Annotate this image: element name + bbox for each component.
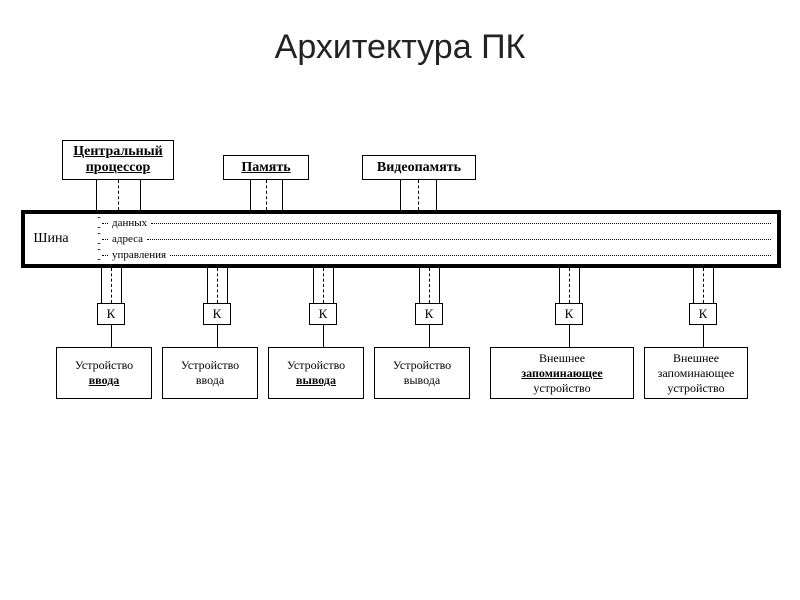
connector-bus-k-0-1 [111, 268, 112, 303]
controller-2: К [309, 303, 337, 325]
device-dev-ext-1-emph: запоминающее [521, 366, 602, 381]
top-block-vram: Видеопамять [362, 155, 476, 180]
connector-k-dev-5 [703, 325, 704, 347]
device-dev-ext-1-line3: устройство [521, 381, 602, 396]
bus-line-2-label: управления [108, 249, 170, 261]
bus-line-0-dots [151, 223, 771, 224]
controller-3: К [415, 303, 443, 325]
connector-bus-k-2-0 [313, 268, 314, 303]
bus-line-1-dots [147, 239, 771, 240]
device-dev-in-2-line1: Устройство [181, 358, 239, 373]
connector-bus-k-3-0 [419, 268, 420, 303]
connector-bus-k-0-2 [121, 268, 122, 303]
connector-bus-k-5-0 [693, 268, 694, 303]
device-dev-in-2-line3: ввода [181, 373, 239, 388]
device-dev-ext-1: Внешнеезапоминающееустройство [490, 347, 634, 399]
connector-top-vram-1 [418, 180, 419, 210]
device-dev-out-1-line1: Устройство [287, 358, 345, 373]
controller-5: К [689, 303, 717, 325]
bus-line-0-label: данных [108, 217, 151, 229]
connector-bus-k-1-2 [227, 268, 228, 303]
connector-top-memory-0 [250, 180, 251, 210]
connector-top-cpu-2 [140, 180, 141, 210]
top-block-memory: Память [223, 155, 309, 180]
connector-bus-k-4-0 [559, 268, 560, 303]
top-block-cpu: Центральныйпроцессор [62, 140, 174, 180]
connector-k-dev-2 [323, 325, 324, 347]
connector-top-cpu-1 [118, 180, 119, 210]
connector-top-memory-2 [282, 180, 283, 210]
top-block-cpu-line1: Центральный [73, 144, 162, 160]
connector-top-cpu-0 [96, 180, 97, 210]
top-block-vram-line1: Видеопамять [377, 160, 461, 176]
connector-bus-k-2-1 [323, 268, 324, 303]
connector-bus-k-5-1 [703, 268, 704, 303]
bus-label: Шина [28, 210, 74, 268]
connector-bus-k-1-0 [207, 268, 208, 303]
connector-bus-k-5-2 [713, 268, 714, 303]
device-dev-out-1-emph: вывода [287, 373, 345, 388]
device-dev-ext-2: Внешнеезапоминающее устройство [644, 347, 748, 399]
device-dev-ext-2-line1: Внешнее [648, 351, 744, 366]
controller-0: К [97, 303, 125, 325]
device-dev-out-2-line1: Устройство [393, 358, 451, 373]
connector-k-dev-3 [429, 325, 430, 347]
connector-k-dev-1 [217, 325, 218, 347]
controller-4: К [555, 303, 583, 325]
connector-bus-k-4-2 [579, 268, 580, 303]
device-dev-in-1: Устройствоввода [56, 347, 152, 399]
connector-bus-k-4-1 [569, 268, 570, 303]
connector-bus-k-2-2 [333, 268, 334, 303]
device-dev-out-2-line3: вывода [393, 373, 451, 388]
device-dev-ext-2-line3: запоминающее устройство [648, 366, 744, 396]
bus-line-1: --адреса [96, 232, 771, 246]
top-block-cpu-line2: процессор [73, 160, 162, 176]
controller-1: К [203, 303, 231, 325]
top-block-memory-line1: Память [241, 160, 290, 176]
connector-top-vram-0 [400, 180, 401, 210]
device-dev-in-1-emph: ввода [75, 373, 133, 388]
bus-line-0: --данных [96, 216, 771, 230]
connector-bus-k-0-0 [101, 268, 102, 303]
bus-line-1-label: адреса [108, 233, 147, 245]
connector-bus-k-1-1 [217, 268, 218, 303]
page-title: Архитектура ПК [0, 28, 800, 67]
device-dev-out-1: Устройствовывода [268, 347, 364, 399]
connector-top-memory-1 [266, 180, 267, 210]
bus-line-2: --управления [96, 248, 771, 262]
device-dev-in-1-line1: Устройство [75, 358, 133, 373]
connector-bus-k-3-1 [429, 268, 430, 303]
connector-bus-k-3-2 [439, 268, 440, 303]
device-dev-in-2: Устройствоввода [162, 347, 258, 399]
connector-k-dev-4 [569, 325, 570, 347]
bus-line-2-dots [170, 255, 771, 256]
device-dev-ext-1-line1: Внешнее [521, 351, 602, 366]
device-dev-out-2: Устройствовывода [374, 347, 470, 399]
connector-top-vram-2 [436, 180, 437, 210]
connector-k-dev-0 [111, 325, 112, 347]
